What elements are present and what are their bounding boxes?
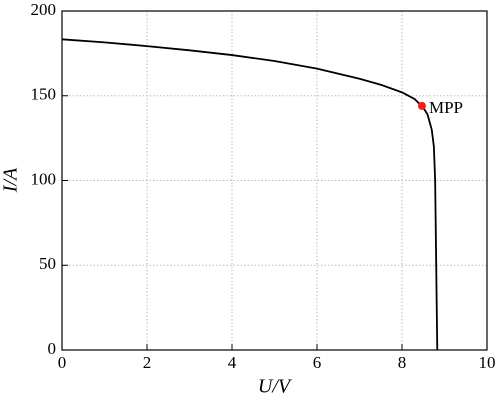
x-tick-label: 0: [58, 353, 67, 372]
x-tick-label: 2: [143, 353, 152, 372]
x-tick-label: 6: [313, 353, 322, 372]
plot-frame: [61, 10, 488, 351]
y-tick-label: 200: [31, 0, 57, 19]
x-tick-label: 10: [479, 353, 496, 372]
point: [417, 101, 426, 110]
line: [61, 38, 439, 351]
y-tick-label: 50: [39, 254, 56, 273]
x-axis-title: U/V: [258, 376, 293, 398]
x-tick-label: 8: [398, 353, 407, 372]
y-tick-label: 100: [31, 169, 57, 188]
y-tick-label: 0: [48, 339, 57, 358]
x-tick-label: 4: [228, 353, 237, 372]
y-tick-label: 150: [31, 85, 57, 104]
point-label: MPP: [429, 98, 463, 117]
y-axis-title: I/A: [0, 167, 22, 193]
